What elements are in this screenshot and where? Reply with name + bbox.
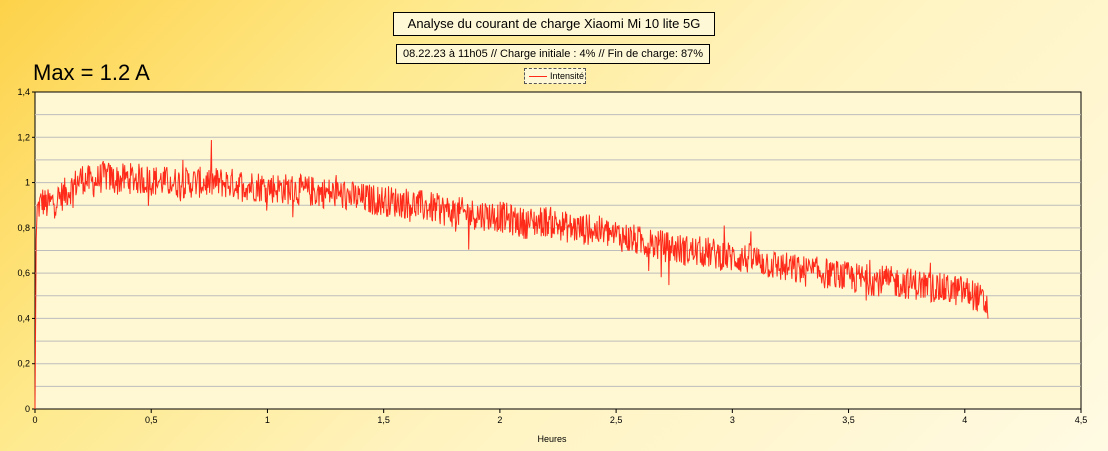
grid-lines	[35, 114, 1081, 387]
x-tick-label: 0,5	[145, 415, 158, 425]
x-axis-ticks: 0 0,5 1 1,5 2 2,5 3 3,5 4 4,5	[32, 409, 1087, 425]
x-tick-label: 1,5	[377, 415, 390, 425]
legend-swatch	[529, 76, 547, 77]
y-tick-label: 1	[25, 178, 30, 188]
x-tick-label: 1	[265, 415, 270, 425]
x-tick-label: 3,5	[842, 415, 855, 425]
x-tick-label: 2,5	[610, 415, 623, 425]
max-annotation: Max = 1.2 A	[33, 60, 150, 85]
chart-title: Analyse du courant de charge Xiaomi Mi 1…	[393, 12, 715, 36]
y-tick-label: 0,6	[17, 268, 30, 278]
y-tick-label: 0	[25, 404, 30, 414]
chart-legend: Intensité	[524, 68, 586, 84]
y-tick-label: 1,4	[17, 87, 30, 97]
y-tick-label: 0,2	[17, 359, 30, 369]
y-tick-label: 1,2	[17, 132, 30, 142]
x-tick-label: 4	[962, 415, 967, 425]
x-tick-label: 3	[730, 415, 735, 425]
y-tick-label: 0,8	[17, 223, 30, 233]
x-tick-label: 4,5	[1075, 415, 1088, 425]
x-tick-label: 0	[32, 415, 37, 425]
x-axis-label: Heures	[537, 434, 567, 444]
x-tick-label: 2	[497, 415, 502, 425]
series-line-intensite	[34, 139, 989, 410]
y-axis-ticks: 0 0,2 0,4 0,6 0,8 1 1,2 1,4	[17, 87, 35, 414]
legend-label: Intensité	[550, 71, 585, 81]
y-tick-label: 0,4	[17, 313, 30, 323]
chart-subtitle: 08.22.23 à 11h05 // Charge initiale : 4%…	[396, 44, 710, 64]
